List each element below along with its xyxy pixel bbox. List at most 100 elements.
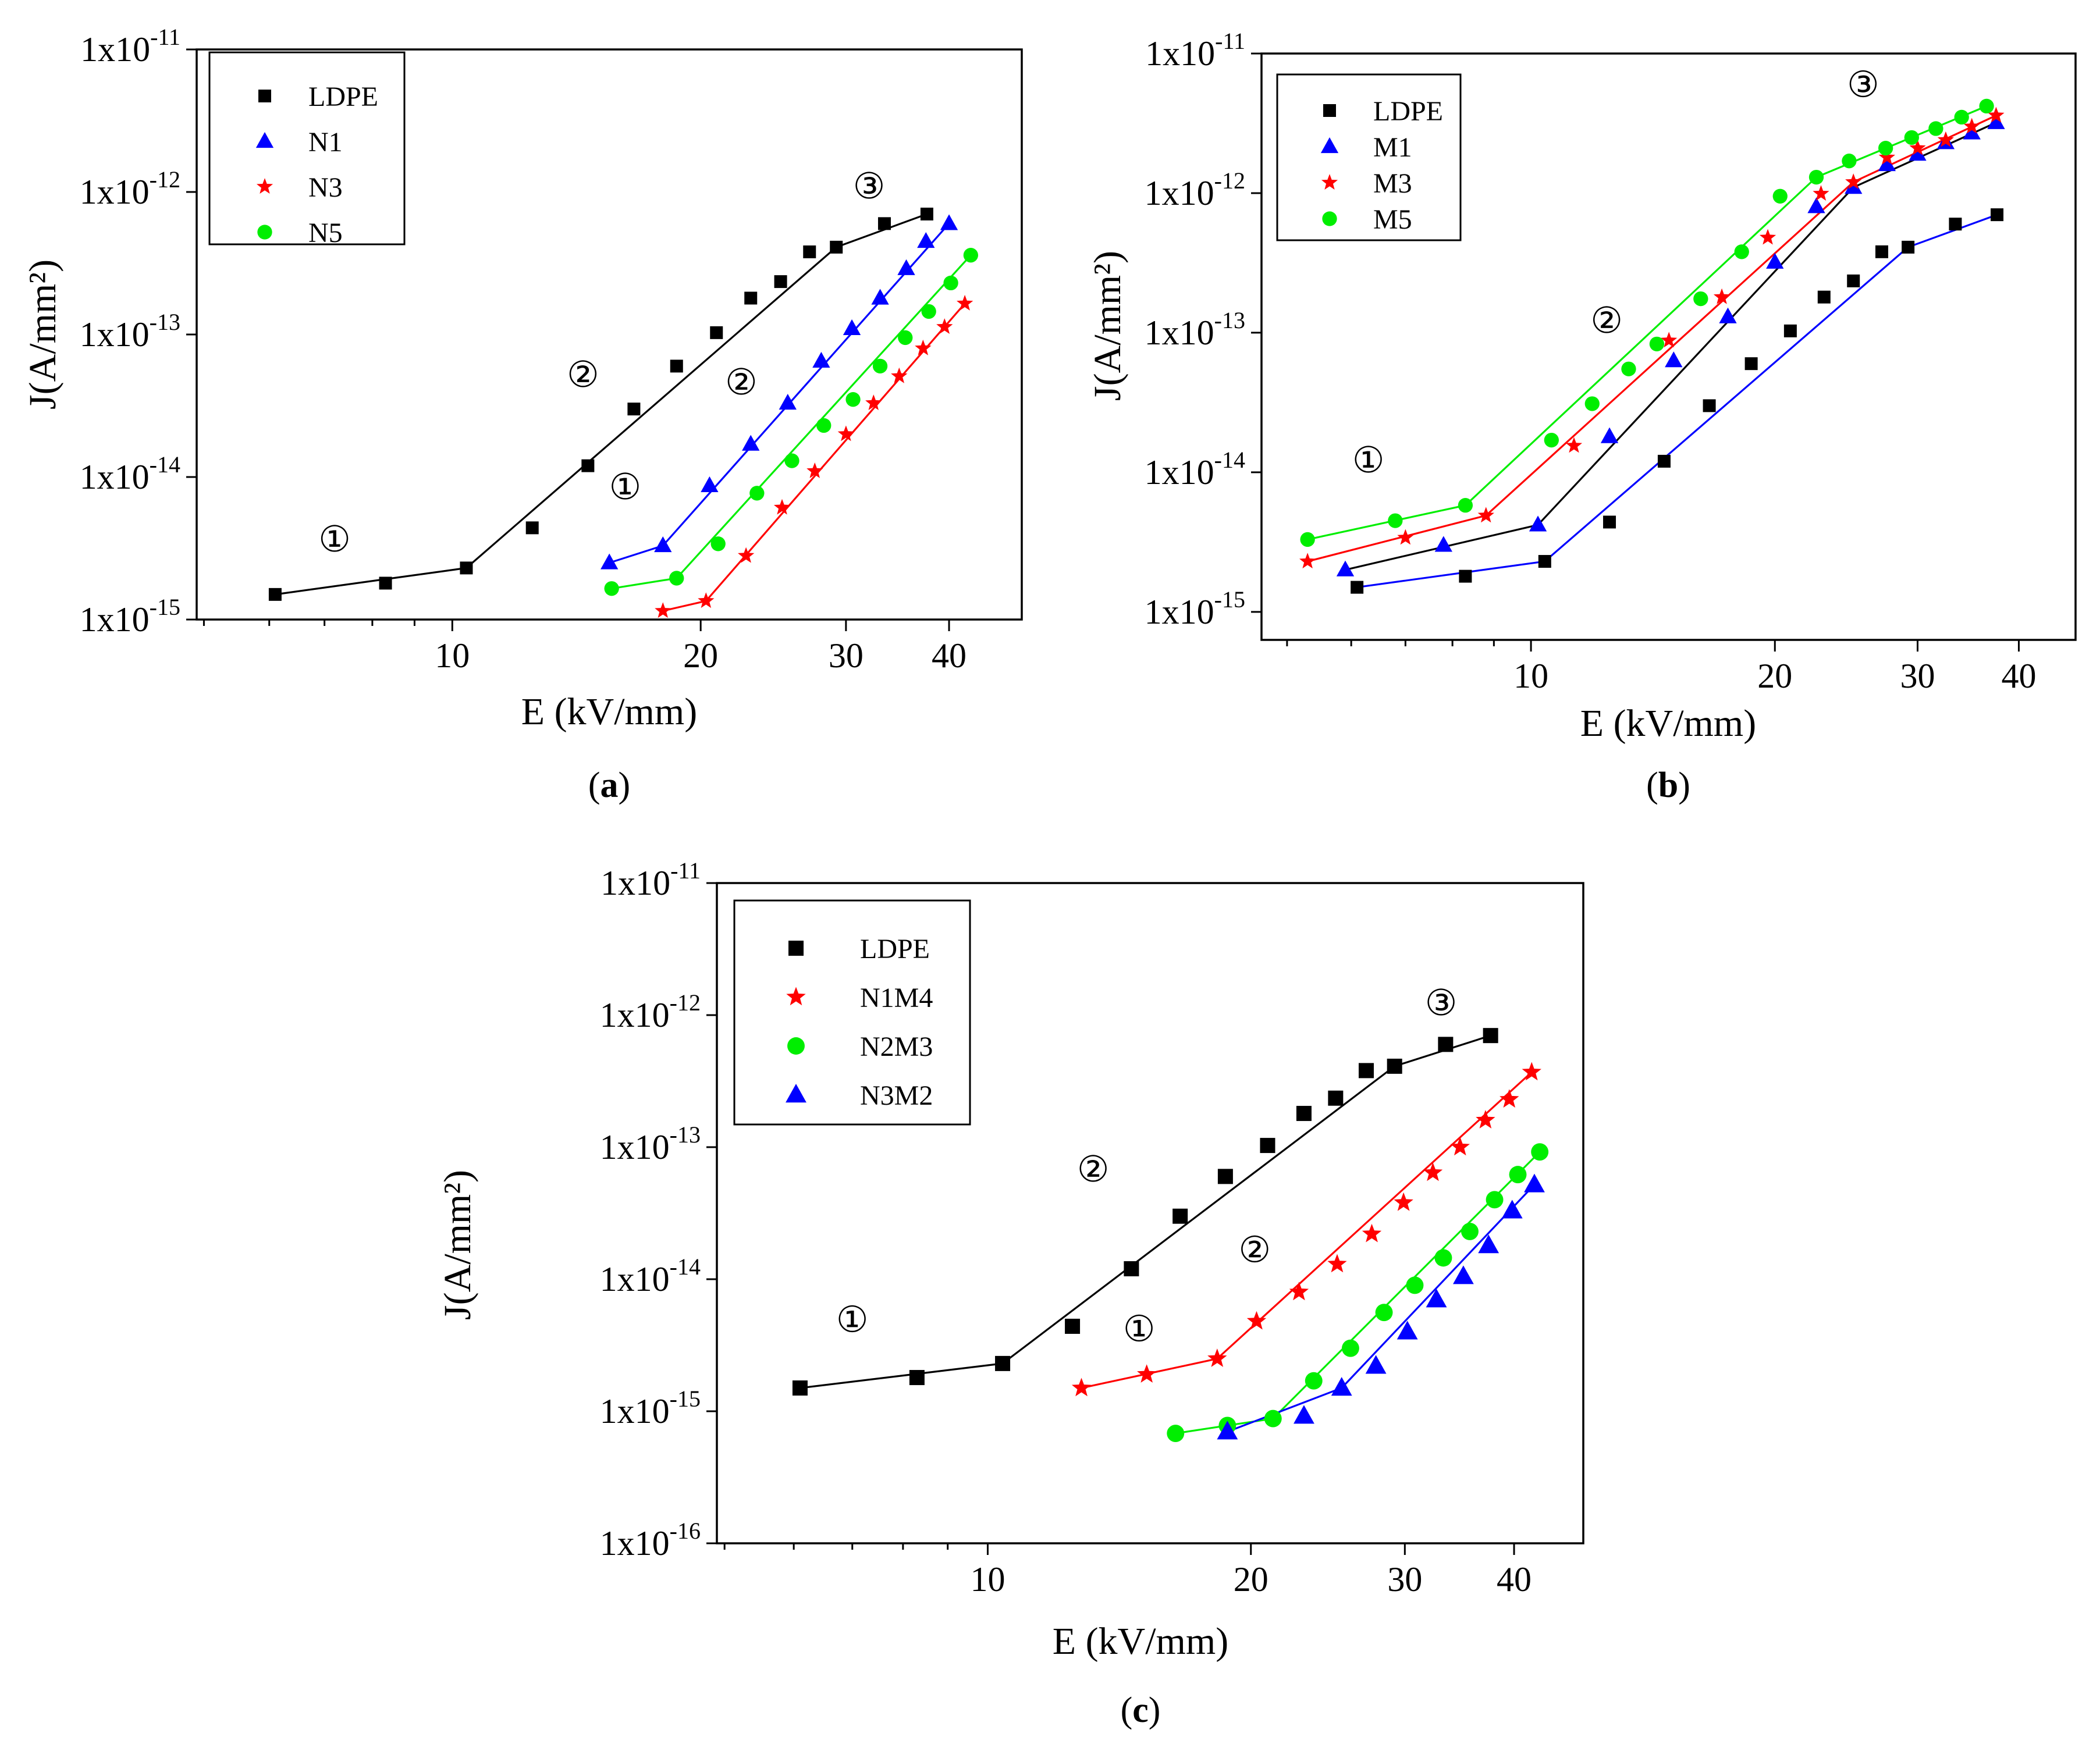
- point-LDPE: [1387, 1058, 1402, 1074]
- legend-box-b: [1276, 73, 1462, 241]
- point-N1: [940, 214, 958, 230]
- annotations-a: ① ② ③ ① ②: [318, 167, 885, 560]
- fit-line-LDPE: [836, 213, 928, 248]
- point-N1: [843, 319, 861, 336]
- x-tick-label: 20: [683, 636, 718, 675]
- point-N3: [837, 425, 854, 442]
- fit-line-N5: [611, 577, 677, 590]
- point-N2M3: [1509, 1166, 1527, 1184]
- point-LDPE: [379, 576, 392, 590]
- point-M5: [1928, 121, 1943, 136]
- point-M1: [1529, 515, 1547, 532]
- legend-b: LDPE M1 M3 M5: [1276, 73, 1462, 241]
- point-N1: [897, 259, 915, 275]
- fit-line-M3: [1485, 181, 1854, 517]
- legend-label-M3: M3: [1373, 168, 1412, 199]
- point-M3: [1937, 131, 1954, 147]
- point-N3M2: [1331, 1377, 1352, 1396]
- point-LDPE: [1438, 1037, 1454, 1052]
- point-N3: [698, 592, 715, 608]
- point-M3: [1661, 332, 1678, 348]
- point-N1: [812, 351, 830, 368]
- caption-letter-c: c: [1132, 1690, 1149, 1730]
- point-M1: [1963, 123, 1981, 140]
- point-LDPE: [792, 1380, 808, 1396]
- x-tick-label: 10: [435, 636, 470, 675]
- y-tick-exponent: -13: [1214, 307, 1245, 333]
- point-N5: [872, 358, 888, 374]
- point-N1: [871, 289, 889, 305]
- point-M3: [1397, 529, 1414, 545]
- point-N1M4: [1246, 1311, 1267, 1330]
- x-tick-labels-c: 10 20 30 40: [723, 1543, 1532, 1599]
- legend-marker-LDPE: [788, 941, 804, 956]
- point-LDPE: [1172, 1208, 1188, 1224]
- y-tick-label: 1x10-15: [80, 594, 180, 639]
- legend-label-N2M3: N2M3: [860, 1031, 933, 1062]
- point-LDPE: [581, 459, 595, 472]
- point-N5: [898, 330, 913, 346]
- x-axis-label-c: E (kV/mm): [1053, 1620, 1228, 1663]
- point-N2M3: [1167, 1425, 1185, 1442]
- y-tick-exponent: -15: [1214, 586, 1245, 613]
- x-tick-label: 30: [829, 636, 864, 675]
- point-N3: [957, 294, 973, 311]
- point-LDPE: [1847, 274, 1860, 287]
- point-LDPE: [1483, 1028, 1498, 1044]
- point-LDPE: [1358, 1063, 1374, 1079]
- point-LDPE: [1703, 399, 1716, 412]
- point-LDPE: [877, 217, 891, 230]
- point-LDPE: [803, 245, 816, 258]
- annotations-b: ① ② ③: [1352, 65, 1879, 481]
- point-N3M2: [1217, 1421, 1238, 1440]
- legend-marker-M3: [1321, 174, 1338, 190]
- y-axis-label-c: J(A/mm²): [436, 1170, 479, 1320]
- y-tick-label: 1x10-13: [80, 309, 180, 354]
- fit-line-LDPE: [1907, 213, 1998, 248]
- legend-marker-LDPE: [1323, 104, 1336, 117]
- data-marks-b: [1299, 98, 2005, 594]
- point-M5: [1808, 169, 1824, 185]
- x-tick-label: 10: [1513, 657, 1548, 695]
- point-LDPE: [268, 588, 282, 601]
- point-LDPE: [1657, 454, 1671, 468]
- y-tick-exponent: -14: [670, 1254, 701, 1280]
- point-LDPE: [1991, 208, 2004, 222]
- point-N1: [779, 394, 797, 410]
- point-N2M3: [1305, 1372, 1323, 1390]
- point-N3: [936, 318, 953, 334]
- y-tick-exponent: -15: [670, 1386, 701, 1412]
- point-N5: [845, 392, 861, 407]
- fit-line-M3: [1307, 514, 1487, 563]
- y-tick-exponent: -13: [150, 309, 180, 335]
- region-annotation: ②: [1077, 1150, 1110, 1190]
- point-N1: [701, 476, 719, 492]
- x-tick-label: 40: [1497, 1560, 1532, 1599]
- point-N5: [604, 581, 619, 596]
- point-M5: [1544, 432, 1559, 448]
- legend-marker-M5: [1322, 211, 1337, 226]
- legend-marker-N3: [256, 178, 273, 194]
- point-N1M4: [1207, 1348, 1227, 1367]
- point-N2M3: [1375, 1304, 1393, 1322]
- y-tick-label: 1x10-14: [600, 1254, 701, 1298]
- point-M1: [1600, 427, 1619, 443]
- region-annotation: ②: [725, 363, 758, 403]
- fit-line-LDPE: [275, 567, 467, 596]
- point-M5: [1904, 130, 1919, 145]
- point-M5: [1584, 396, 1600, 411]
- point-N1M4: [1522, 1062, 1541, 1081]
- fit-line-LDPE: [800, 1362, 1003, 1389]
- x-axis-label-b: E (kV/mm): [1580, 702, 1756, 745]
- region-annotation: ①: [1123, 1309, 1156, 1349]
- legend-marker-N1M4: [786, 987, 806, 1006]
- point-N2M3: [1406, 1276, 1424, 1294]
- point-N1M4: [1450, 1137, 1470, 1156]
- point-M1: [1336, 560, 1355, 576]
- point-N3: [915, 339, 932, 355]
- y-tick-exponent: -11: [1215, 28, 1245, 54]
- legend-c: LDPE N1M4 N2M3 N3M2: [733, 899, 971, 1126]
- point-N2M3: [1461, 1222, 1479, 1240]
- point-M5: [1979, 98, 1994, 114]
- fit-line-LDPE: [1356, 560, 1545, 589]
